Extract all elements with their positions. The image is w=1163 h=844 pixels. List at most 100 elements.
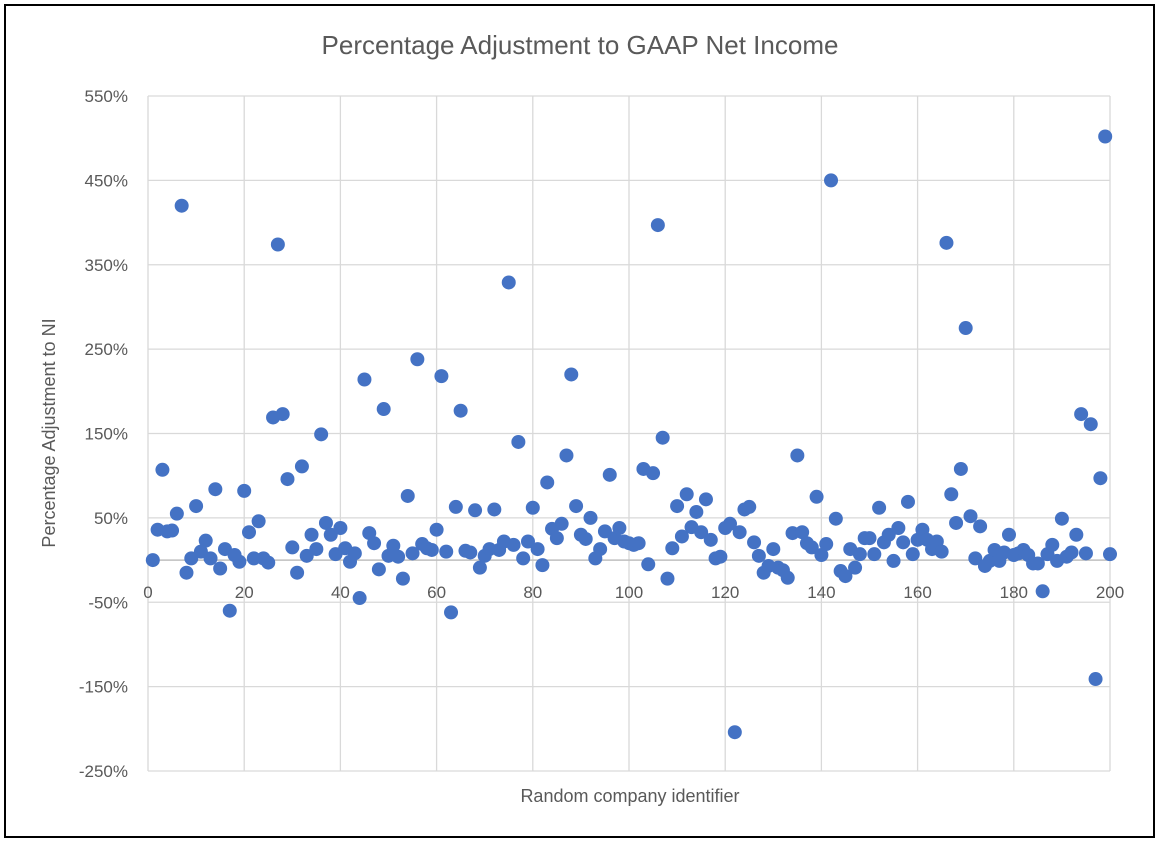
data-point bbox=[1088, 672, 1103, 687]
x-axis-title: Random company identifier bbox=[520, 786, 739, 806]
x-tick-label: 0 bbox=[143, 583, 152, 602]
data-point bbox=[766, 542, 781, 557]
data-point bbox=[554, 516, 569, 531]
data-point bbox=[742, 499, 757, 514]
data-point bbox=[790, 448, 805, 463]
data-point bbox=[1054, 511, 1069, 526]
data-point bbox=[727, 725, 742, 740]
data-point bbox=[973, 519, 988, 534]
data-point bbox=[203, 551, 218, 566]
data-point bbox=[410, 352, 425, 367]
data-point bbox=[174, 198, 189, 213]
y-tick-label: 550% bbox=[85, 87, 128, 106]
data-point bbox=[189, 499, 204, 514]
y-tick-labels: 550% 450% 350% 250% 150% 50% -50% -150% -250% bbox=[79, 87, 128, 781]
data-point bbox=[1035, 584, 1050, 599]
data-point bbox=[569, 499, 584, 514]
data-point bbox=[304, 527, 319, 542]
data-point bbox=[309, 542, 324, 557]
data-point bbox=[698, 492, 713, 507]
data-point bbox=[367, 536, 382, 551]
chart-title: Percentage Adjustment to GAAP Net Income bbox=[322, 30, 839, 60]
data-point bbox=[275, 407, 290, 422]
data-point bbox=[780, 570, 795, 585]
data-point bbox=[848, 560, 863, 575]
data-point bbox=[872, 500, 887, 515]
data-point bbox=[1074, 407, 1089, 422]
data-point bbox=[261, 555, 276, 570]
data-point bbox=[540, 475, 555, 490]
data-point bbox=[429, 522, 444, 537]
data-point bbox=[453, 403, 468, 418]
data-point bbox=[424, 542, 439, 557]
data-point bbox=[751, 548, 766, 563]
data-point bbox=[559, 448, 574, 463]
data-point bbox=[670, 499, 685, 514]
data-point bbox=[511, 434, 526, 449]
data-point bbox=[934, 544, 949, 559]
data-point bbox=[795, 525, 810, 540]
data-point bbox=[530, 542, 545, 557]
data-point bbox=[169, 506, 184, 521]
data-point bbox=[155, 462, 170, 477]
data-point bbox=[294, 459, 309, 474]
y-tick-label: -50% bbox=[88, 593, 128, 612]
data-point bbox=[814, 548, 829, 562]
data-point bbox=[939, 235, 954, 250]
data-point bbox=[395, 571, 410, 586]
data-point bbox=[391, 549, 406, 564]
data-point bbox=[285, 540, 300, 555]
data-point bbox=[516, 551, 531, 566]
data-point bbox=[270, 237, 285, 252]
data-point bbox=[549, 531, 564, 546]
data-point bbox=[468, 503, 483, 518]
data-point bbox=[246, 551, 261, 566]
data-point bbox=[963, 509, 978, 524]
x-tick-label: 80 bbox=[523, 583, 542, 602]
data-point bbox=[958, 321, 973, 336]
data-point bbox=[886, 553, 901, 568]
data-point bbox=[314, 427, 329, 442]
x-tick-label: 20 bbox=[235, 583, 254, 602]
data-point bbox=[333, 521, 348, 535]
data-point bbox=[646, 466, 661, 481]
data-point bbox=[631, 536, 646, 551]
data-point bbox=[953, 461, 968, 476]
data-point bbox=[506, 537, 521, 552]
data-point bbox=[208, 482, 223, 497]
data-point bbox=[535, 558, 550, 573]
data-point bbox=[290, 565, 305, 580]
data-point bbox=[896, 535, 911, 550]
x-tick-label: 60 bbox=[427, 583, 446, 602]
data-point bbox=[1098, 129, 1113, 144]
data-point bbox=[838, 569, 853, 584]
x-tick-label: 140 bbox=[807, 583, 835, 602]
data-point bbox=[165, 523, 180, 538]
data-point bbox=[804, 540, 819, 555]
data-point bbox=[444, 605, 459, 620]
data-point bbox=[434, 369, 449, 384]
data-point bbox=[665, 541, 680, 556]
x-tick-label: 40 bbox=[331, 583, 350, 602]
data-point bbox=[405, 546, 420, 561]
data-point bbox=[593, 542, 608, 557]
data-point bbox=[386, 538, 401, 553]
data-point bbox=[1078, 546, 1093, 561]
data-point bbox=[376, 402, 391, 417]
data-point bbox=[525, 500, 540, 515]
data-point bbox=[949, 515, 964, 530]
data-point bbox=[232, 554, 247, 569]
data-point bbox=[318, 515, 333, 530]
data-point bbox=[905, 547, 920, 562]
data-point bbox=[650, 218, 665, 233]
data-point bbox=[237, 483, 252, 498]
data-point bbox=[1030, 556, 1045, 571]
data-point bbox=[732, 525, 747, 540]
data-point bbox=[242, 525, 257, 540]
data-point bbox=[862, 531, 877, 546]
y-axis-title: Percentage Adjustment to NI bbox=[39, 318, 59, 547]
x-tick-label: 100 bbox=[615, 583, 643, 602]
data-point bbox=[280, 472, 295, 487]
data-point bbox=[1093, 471, 1108, 486]
